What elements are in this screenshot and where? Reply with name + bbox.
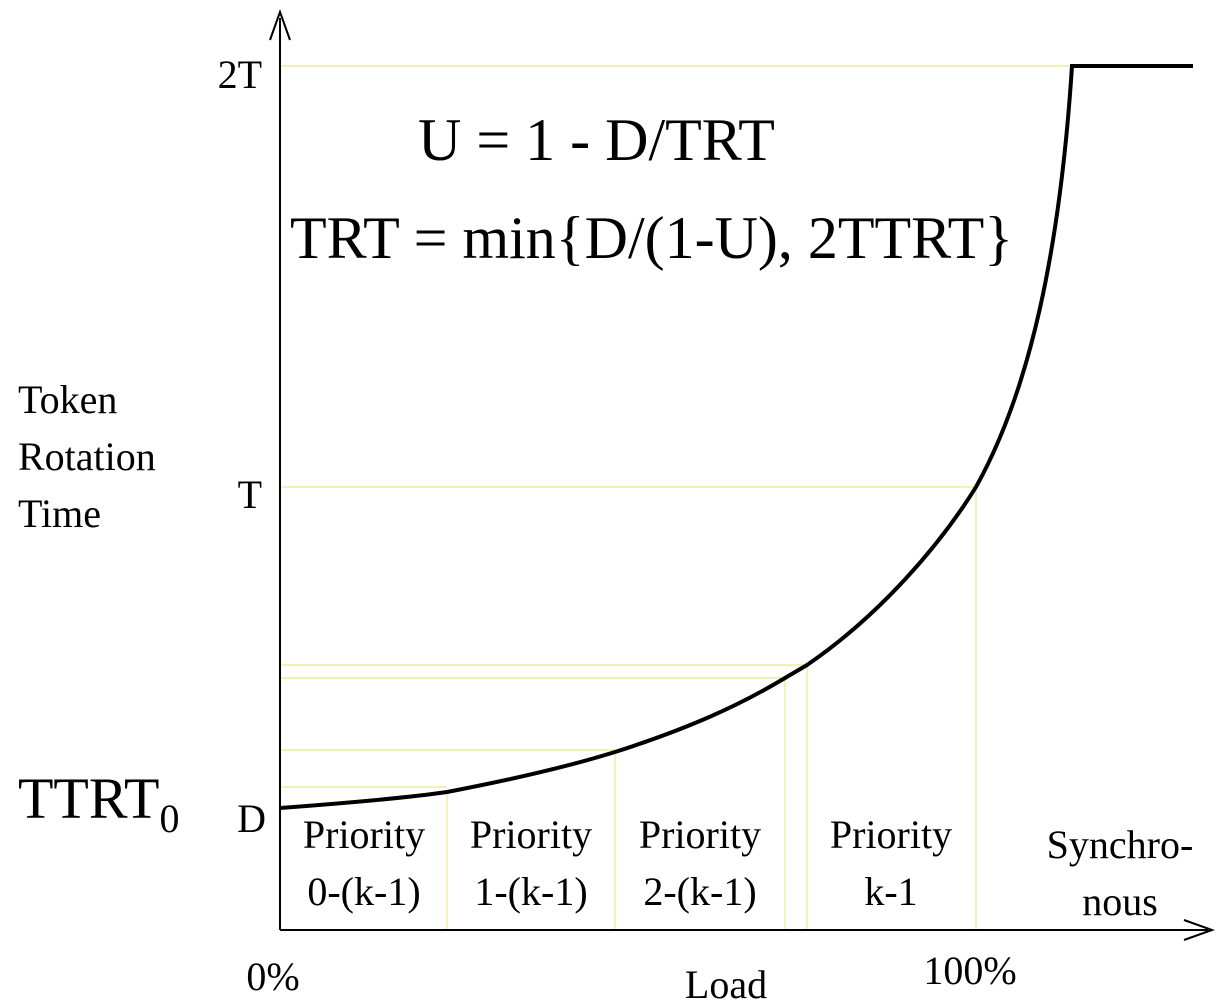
trt-curve [279, 64, 1193, 810]
region-label: Priority [303, 812, 425, 857]
region-label: k-1 [864, 869, 917, 914]
region-label: nous [1082, 879, 1158, 924]
region-label: 1-(k-1) [474, 869, 587, 914]
region-label: 0-(k-1) [307, 869, 420, 914]
x-axis-arrow [1183, 919, 1215, 941]
x-tick-label: 100% [923, 948, 1016, 993]
y-tick-label: T [238, 472, 262, 517]
ttrt-subscript: 0 [160, 796, 180, 841]
ttrt-label: TTRT0 [18, 766, 180, 841]
region-label: 2-(k-1) [643, 869, 756, 914]
region-label: Priority [830, 812, 952, 857]
guide-lines [280, 65, 1070, 930]
y-axis-label: Token [18, 377, 117, 422]
y-axis-arrow [269, 9, 291, 41]
region-label: Synchro- [1047, 822, 1194, 867]
ttrt-text: TTRT [18, 766, 160, 831]
formula: TRT = min{D/(1-U), 2TTRT} [290, 205, 1013, 271]
region-label: Priority [639, 812, 761, 857]
y-axis-label: Time [18, 491, 101, 536]
y-tick-label: D [237, 796, 266, 841]
formula: U = 1 - D/TRT [418, 107, 775, 173]
region-label: Priority [470, 812, 592, 857]
y-tick-label: 2T [218, 52, 262, 97]
y-axis-label: Rotation [18, 434, 156, 479]
x-axis-label: Load [685, 962, 767, 1005]
x-tick-label: 0% [246, 954, 299, 999]
